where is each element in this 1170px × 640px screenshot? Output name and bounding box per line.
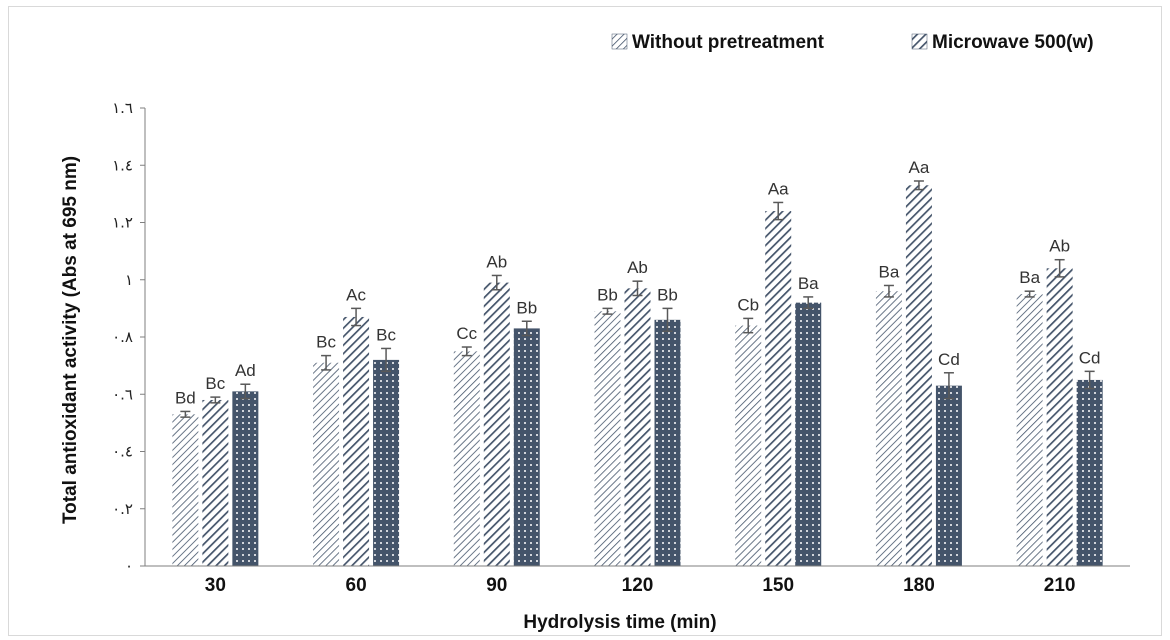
- bar-series-2-90: [483, 282, 510, 566]
- data-label: Cb: [737, 295, 759, 314]
- bar-series-2-30: [202, 399, 229, 566]
- bar-series-1-30: [172, 414, 199, 566]
- x-tick-label: 120: [622, 575, 654, 596]
- bar-series-3-150: [795, 302, 822, 566]
- data-labels: Bd Bc Ad Bc Ac Bc Cc Ab Bb Bb Ab Bb Cb Aa Ba Ba Aa Cd Ba Ab…: [175, 158, 1101, 407]
- bars: [172, 185, 1103, 567]
- x-axis-title: Hydrolysis time (min): [523, 612, 716, 633]
- bar-series-3-180: [935, 385, 962, 566]
- data-label: Aa: [909, 158, 930, 177]
- x-tick-label: 60: [346, 575, 367, 596]
- data-label: Ab: [627, 258, 648, 277]
- y-tick-label: ٠.٨: [112, 328, 133, 346]
- data-label: Bd: [175, 388, 196, 407]
- y-tick-label: ١.٢: [112, 214, 133, 232]
- x-tick-label: 30: [205, 575, 226, 596]
- bar-series-2-210: [1046, 268, 1073, 566]
- bar-series-3-90: [513, 328, 540, 566]
- bar-series-2-150: [765, 211, 792, 567]
- bar-series-1-210: [1016, 294, 1043, 566]
- x-tick-label: 90: [486, 575, 507, 596]
- legend-label-microwave: Microwave 500(w): [932, 32, 1094, 53]
- data-label: Ab: [486, 252, 507, 271]
- x-tick-label: 210: [1044, 575, 1076, 596]
- y-tick-label: ٠.٤: [112, 443, 133, 461]
- chart-frame: [8, 6, 1162, 636]
- y-tick-label: ٠.٢: [112, 500, 133, 518]
- data-label: Bc: [316, 333, 336, 352]
- y-axis-title: Total antioxidant activity (Abs at 695 n…: [60, 156, 81, 524]
- data-label: Bb: [597, 285, 618, 304]
- y-tick-label: ١: [125, 271, 133, 289]
- data-label: Ab: [1049, 237, 1070, 256]
- error-bars: [180, 180, 1095, 418]
- legend-label-without-pretreatment: Without pretreatment: [632, 32, 825, 53]
- bar-series-1-150: [735, 325, 762, 566]
- bar-series-1-90: [453, 351, 480, 566]
- data-label: Cc: [456, 324, 477, 343]
- bar-series-1-120: [594, 311, 621, 566]
- legend-item-without-pretreatment: Without pretreatment: [611, 32, 825, 53]
- data-label: Ba: [879, 262, 900, 281]
- data-label: Bc: [205, 374, 225, 393]
- x-axis-ticks: 30 60 90 120 150 180 210: [205, 575, 1076, 596]
- bar-series-3-210: [1076, 379, 1103, 566]
- data-label: Bb: [657, 285, 678, 304]
- bar-series-1-60: [313, 362, 340, 566]
- bar-series-2-120: [624, 288, 651, 566]
- y-tick-label: ٠: [125, 557, 133, 575]
- data-label: Aa: [768, 179, 789, 198]
- y-tick-label: ٠.٦: [112, 385, 133, 403]
- legend-swatch-microwave: [911, 33, 928, 50]
- data-label: Cd: [938, 350, 960, 369]
- bar-series-2-180: [905, 185, 932, 566]
- x-tick-label: 180: [903, 575, 935, 596]
- legend: Without pretreatment Microwave 500(w): [611, 32, 1094, 53]
- legend-swatch-without-pretreatment: [611, 33, 628, 50]
- y-tick-label: ١.٦: [112, 99, 133, 117]
- data-label: Ba: [798, 274, 819, 293]
- data-label: Bb: [516, 298, 537, 317]
- y-tick-label: ١.٤: [112, 156, 133, 174]
- bar-series-3-60: [373, 359, 400, 566]
- legend-item-microwave: Microwave 500(w): [911, 32, 1094, 53]
- bar-series-1-180: [875, 291, 902, 566]
- data-label: Bc: [376, 325, 396, 344]
- x-tick-label: 150: [762, 575, 794, 596]
- bar-series-3-30: [232, 391, 259, 566]
- axes: [144, 108, 1130, 567]
- bar-series-2-60: [343, 316, 370, 566]
- data-label: Ac: [346, 285, 366, 304]
- bar-series-3-120: [654, 319, 681, 566]
- data-label: Cd: [1079, 348, 1101, 367]
- y-axis-ticks: ٠ ٠.٢ ٠.٤ ٠.٦ ٠.٨ ١ ١.٢ ١.٤ ١.٦: [112, 99, 145, 575]
- data-label: Ba: [1019, 268, 1040, 287]
- data-label: Ad: [235, 361, 256, 380]
